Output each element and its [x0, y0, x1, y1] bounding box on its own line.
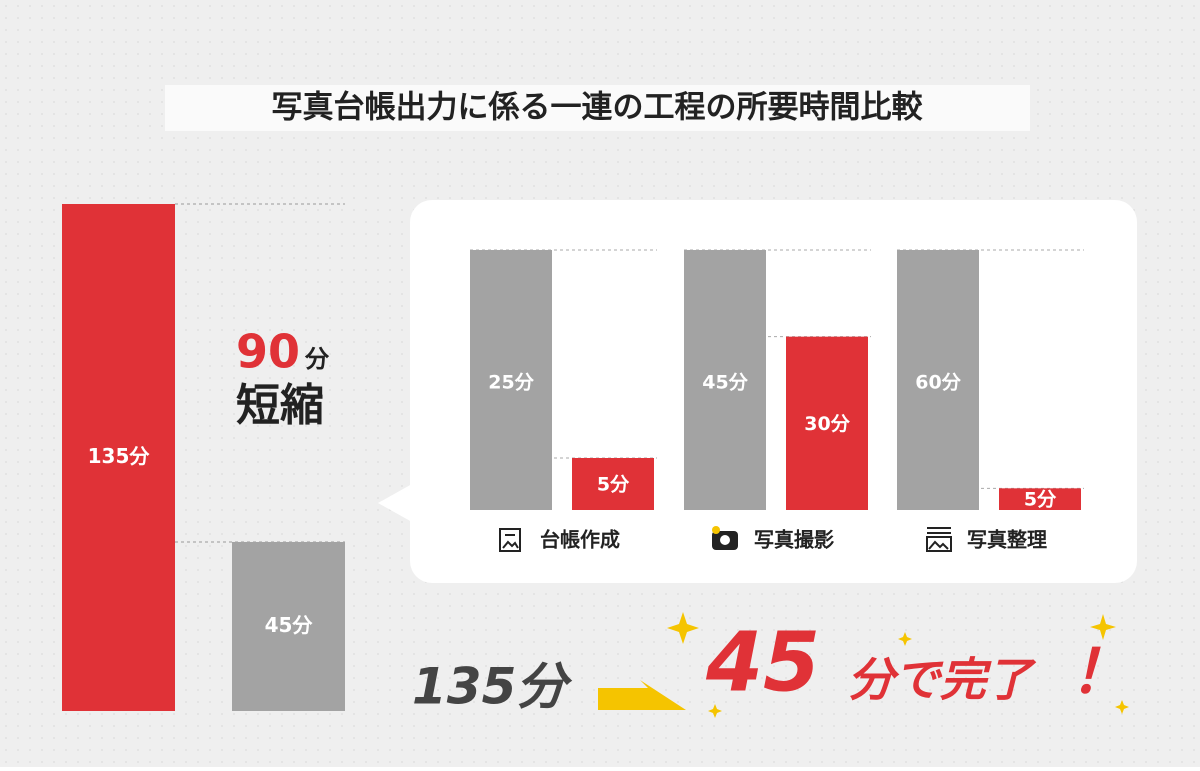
reduction-unit: 分: [304, 345, 330, 373]
headline-arrow: [598, 680, 686, 710]
bar: [999, 488, 1081, 510]
bar: [684, 250, 766, 510]
bar: [572, 458, 654, 510]
value-label: 5分: [1024, 489, 1057, 511]
bar: [786, 336, 868, 510]
headline-before: 135分: [412, 658, 572, 716]
reduction-label: 短縮: [236, 380, 324, 431]
category-label: 台帳作成: [540, 528, 620, 552]
bar: [470, 250, 552, 510]
headline-after-unit: 分で完了: [848, 653, 1037, 707]
value-label: 45分: [265, 613, 314, 637]
sparkles: [667, 612, 1129, 718]
bar: [62, 204, 175, 711]
value-label: 60分: [915, 372, 961, 394]
headline-after: 45: [705, 615, 820, 710]
reduction-value: 90: [236, 325, 300, 379]
category-label: 写真整理: [967, 528, 1047, 552]
icon-camera: [712, 526, 738, 550]
title: 写真台帳出力に係る一連の工程の所要時間比較: [272, 90, 924, 126]
headline-exclaim: ！: [1070, 638, 1130, 708]
value-label: 45分: [702, 372, 748, 394]
value-label: 5分: [597, 474, 630, 496]
value-label: 25分: [488, 372, 534, 394]
icon-album: [926, 527, 952, 552]
title-box: [165, 85, 1030, 131]
category-label: 写真撮影: [754, 528, 834, 552]
value-label: 30分: [804, 413, 850, 435]
bar: [897, 250, 979, 510]
bar: [232, 542, 345, 711]
panel-pointer: [378, 484, 412, 522]
icon-ledger: [499, 528, 521, 552]
value-label: 135分: [88, 444, 151, 468]
